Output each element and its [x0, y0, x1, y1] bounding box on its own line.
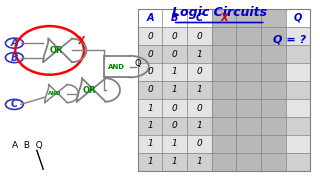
Text: 1: 1: [196, 86, 202, 94]
FancyBboxPatch shape: [261, 153, 286, 171]
Text: 1: 1: [147, 103, 153, 112]
FancyBboxPatch shape: [138, 81, 310, 99]
Text: 0: 0: [147, 50, 153, 59]
Text: C: C: [11, 99, 18, 109]
FancyBboxPatch shape: [212, 135, 236, 153]
Text: 0: 0: [147, 68, 153, 76]
Text: 0: 0: [147, 31, 153, 40]
FancyBboxPatch shape: [261, 117, 286, 135]
Text: B: B: [11, 53, 18, 63]
Text: 1: 1: [172, 86, 178, 94]
Text: AND: AND: [48, 91, 62, 96]
FancyBboxPatch shape: [261, 99, 286, 117]
FancyBboxPatch shape: [236, 45, 261, 63]
Text: Q = ?: Q = ?: [273, 35, 306, 45]
FancyBboxPatch shape: [212, 81, 236, 99]
Text: 1: 1: [196, 158, 202, 166]
FancyBboxPatch shape: [261, 27, 286, 45]
Text: 0: 0: [172, 122, 178, 130]
Text: 0: 0: [172, 50, 178, 59]
FancyBboxPatch shape: [236, 117, 261, 135]
FancyBboxPatch shape: [138, 153, 310, 171]
FancyBboxPatch shape: [212, 117, 236, 135]
FancyBboxPatch shape: [138, 117, 310, 135]
Text: 1: 1: [172, 158, 178, 166]
FancyBboxPatch shape: [212, 9, 236, 27]
FancyBboxPatch shape: [236, 153, 261, 171]
FancyBboxPatch shape: [212, 45, 236, 63]
Text: Q: Q: [134, 59, 141, 68]
Text: 0: 0: [196, 140, 202, 148]
FancyBboxPatch shape: [261, 63, 286, 81]
FancyBboxPatch shape: [138, 99, 310, 117]
FancyBboxPatch shape: [236, 99, 261, 117]
FancyBboxPatch shape: [138, 63, 310, 81]
Text: X: X: [78, 36, 85, 46]
FancyBboxPatch shape: [138, 9, 310, 27]
FancyBboxPatch shape: [212, 63, 236, 81]
FancyBboxPatch shape: [236, 9, 261, 27]
FancyBboxPatch shape: [236, 135, 261, 153]
Text: 1: 1: [172, 68, 178, 76]
FancyBboxPatch shape: [212, 27, 236, 45]
Text: Logic Circuits: Logic Circuits: [172, 6, 267, 19]
Text: 0: 0: [196, 31, 202, 40]
FancyBboxPatch shape: [138, 27, 310, 45]
Text: AND: AND: [108, 64, 125, 70]
Text: 0: 0: [196, 103, 202, 112]
Text: A  B  Q: A B Q: [12, 141, 43, 150]
Text: A: A: [11, 38, 18, 48]
Text: 1: 1: [172, 140, 178, 148]
Text: 1: 1: [147, 140, 153, 148]
FancyBboxPatch shape: [138, 45, 310, 63]
Text: 1: 1: [147, 158, 153, 166]
Text: OR: OR: [49, 46, 63, 55]
FancyBboxPatch shape: [261, 81, 286, 99]
Text: B: B: [171, 13, 178, 23]
Text: C: C: [196, 13, 203, 23]
Text: 0: 0: [172, 31, 178, 40]
Text: 1: 1: [196, 122, 202, 130]
FancyBboxPatch shape: [212, 99, 236, 117]
Text: OR: OR: [83, 86, 96, 94]
FancyBboxPatch shape: [261, 135, 286, 153]
Text: Q: Q: [294, 13, 302, 23]
FancyBboxPatch shape: [212, 153, 236, 171]
Text: 1: 1: [196, 50, 202, 59]
Text: 1: 1: [147, 122, 153, 130]
Text: 0: 0: [147, 86, 153, 94]
FancyBboxPatch shape: [236, 63, 261, 81]
FancyBboxPatch shape: [236, 81, 261, 99]
Text: X: X: [220, 13, 228, 23]
FancyBboxPatch shape: [261, 45, 286, 63]
FancyBboxPatch shape: [236, 27, 261, 45]
Text: 0: 0: [196, 68, 202, 76]
Text: 0: 0: [172, 103, 178, 112]
FancyBboxPatch shape: [138, 135, 310, 153]
Text: A: A: [146, 13, 154, 23]
FancyBboxPatch shape: [261, 9, 286, 27]
